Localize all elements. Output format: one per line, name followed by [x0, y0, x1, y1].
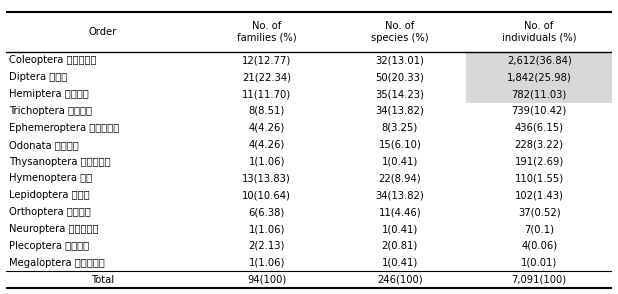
- Text: 21(22.34): 21(22.34): [242, 72, 291, 82]
- Text: Order: Order: [89, 27, 117, 37]
- Text: 6(6.38): 6(6.38): [248, 207, 285, 217]
- Text: 22(8.94): 22(8.94): [379, 173, 421, 183]
- Text: 12(12.77): 12(12.77): [242, 55, 291, 65]
- Text: 11(4.46): 11(4.46): [379, 207, 421, 217]
- Text: 739(10.42): 739(10.42): [512, 106, 567, 116]
- Text: No. of
families (%): No. of families (%): [237, 21, 297, 43]
- Text: Total: Total: [91, 275, 115, 285]
- Text: Orthoptera 메두기목: Orthoptera 메두기목: [9, 207, 91, 217]
- Text: Neuroptera 풀잠자리목: Neuroptera 풀잠자리목: [9, 224, 99, 234]
- Text: No. of
individuals (%): No. of individuals (%): [502, 21, 577, 43]
- Text: Thysanoptera 옷체벨레목: Thysanoptera 옷체벨레목: [9, 157, 111, 167]
- Text: Ephemeroptera 하루살이목: Ephemeroptera 하루살이목: [9, 123, 119, 133]
- Text: Coleoptera 딸정벨레목: Coleoptera 딸정벨레목: [9, 55, 96, 65]
- Text: 1(1.06): 1(1.06): [248, 157, 285, 167]
- Text: 11(11.70): 11(11.70): [242, 89, 291, 99]
- Text: 110(1.55): 110(1.55): [515, 173, 564, 183]
- Text: 782(11.03): 782(11.03): [512, 89, 567, 99]
- Bar: [467, 52, 612, 69]
- Text: 4(4.26): 4(4.26): [248, 140, 285, 150]
- Text: 8(8.51): 8(8.51): [248, 106, 285, 116]
- Text: 13(13.83): 13(13.83): [242, 173, 291, 183]
- Text: 4(0.06): 4(0.06): [521, 241, 557, 251]
- Text: 10(10.64): 10(10.64): [242, 190, 291, 201]
- Text: 1(0.41): 1(0.41): [382, 224, 418, 234]
- Text: 34(13.82): 34(13.82): [376, 106, 424, 116]
- Text: 2(0.81): 2(0.81): [382, 241, 418, 251]
- Text: 1(1.06): 1(1.06): [248, 224, 285, 234]
- Text: Plecoptera 강도래목: Plecoptera 강도래목: [9, 241, 90, 251]
- Text: Lepidoptera 나비목: Lepidoptera 나비목: [9, 190, 90, 201]
- Text: 50(20.33): 50(20.33): [376, 72, 424, 82]
- Text: 2(2.13): 2(2.13): [248, 241, 285, 251]
- Text: 7(0.1): 7(0.1): [524, 224, 554, 234]
- Text: 7,091(100): 7,091(100): [512, 275, 567, 285]
- Text: 1(1.06): 1(1.06): [248, 258, 285, 268]
- Text: Trichoptera 날도래목: Trichoptera 날도래목: [9, 106, 92, 116]
- Text: 191(2.69): 191(2.69): [515, 157, 564, 167]
- Text: 35(14.23): 35(14.23): [375, 89, 425, 99]
- Text: 1(0.01): 1(0.01): [521, 258, 557, 268]
- Text: 246(100): 246(100): [377, 275, 423, 285]
- Text: 15(6.10): 15(6.10): [378, 140, 421, 150]
- Text: 228(3.22): 228(3.22): [515, 140, 564, 150]
- Bar: [467, 86, 612, 103]
- Text: 1(0.41): 1(0.41): [382, 258, 418, 268]
- Text: 34(13.82): 34(13.82): [376, 190, 424, 201]
- Text: 94(100): 94(100): [247, 275, 286, 285]
- Text: Odonata 잠자리목: Odonata 잠자리목: [9, 140, 79, 150]
- Bar: [467, 69, 612, 86]
- Text: No. of
species (%): No. of species (%): [371, 21, 429, 43]
- Text: 1,842(25.98): 1,842(25.98): [507, 72, 572, 82]
- Text: 1(0.41): 1(0.41): [382, 157, 418, 167]
- Text: 8(3.25): 8(3.25): [382, 123, 418, 133]
- Text: 436(6.15): 436(6.15): [515, 123, 564, 133]
- Text: Hymenoptera 볼목: Hymenoptera 볼목: [9, 173, 92, 183]
- Text: 102(1.43): 102(1.43): [515, 190, 564, 201]
- Text: Hemiptera 노린제목: Hemiptera 노린제목: [9, 89, 89, 99]
- Text: Diptera 파리목: Diptera 파리목: [9, 72, 67, 82]
- Text: 32(13.01): 32(13.01): [375, 55, 425, 65]
- Text: Megaloptera 백잠자리목: Megaloptera 백잠자리목: [9, 258, 105, 268]
- Text: 2,612(36.84): 2,612(36.84): [507, 55, 572, 65]
- Text: 4(4.26): 4(4.26): [248, 123, 285, 133]
- Text: 37(0.52): 37(0.52): [518, 207, 561, 217]
